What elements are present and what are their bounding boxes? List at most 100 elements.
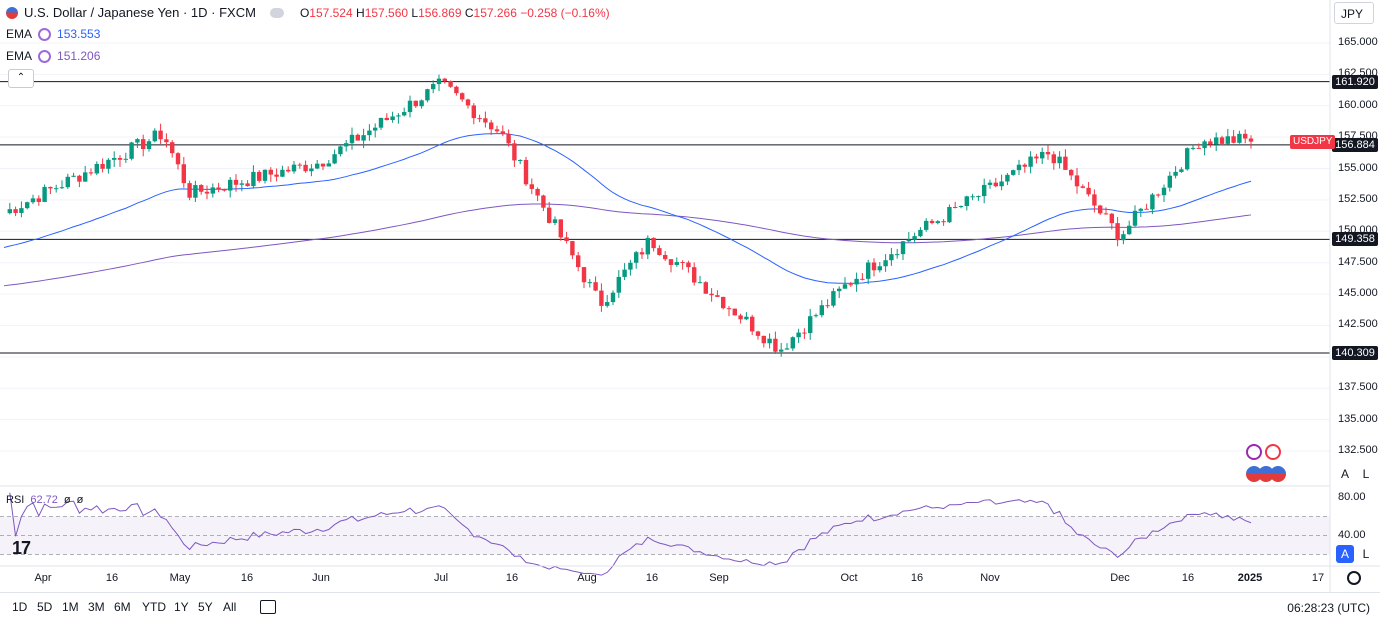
price-tick: 135.000: [1338, 412, 1378, 425]
visibility-icon[interactable]: [269, 7, 284, 18]
range-button-1y[interactable]: 1Y: [174, 600, 189, 614]
candle-body: [854, 278, 859, 285]
candle-body: [680, 262, 685, 264]
candle-body: [964, 196, 969, 207]
candle-body: [784, 348, 790, 350]
candle-body: [239, 183, 244, 185]
gear-icon[interactable]: [1347, 571, 1361, 585]
candle-body: [982, 184, 987, 197]
time-tick: 17: [1311, 572, 1325, 584]
range-button-ytd[interactable]: YTD: [142, 600, 166, 614]
candle-body: [976, 196, 981, 198]
range-button-3m[interactable]: 3M: [88, 600, 105, 614]
range-button-5y[interactable]: 5Y: [198, 600, 213, 614]
bottom-toolbar: [0, 592, 1380, 626]
candle-body: [471, 105, 476, 119]
candle-body: [576, 255, 581, 268]
candle-body: [1069, 169, 1074, 176]
rsi-log-scale-button[interactable]: L: [1362, 547, 1370, 561]
ema-settings-icon[interactable]: [38, 27, 52, 41]
candle-body: [309, 168, 314, 172]
time-tick: 16: [645, 572, 659, 584]
candle-body: [1074, 175, 1080, 187]
candle-body: [373, 127, 378, 131]
candle-body: [1092, 194, 1097, 206]
candle-body: [320, 163, 326, 167]
calendar-icon[interactable]: [260, 600, 276, 614]
chart-canvas[interactable]: [0, 0, 1380, 592]
close-value: 157.266: [473, 5, 517, 20]
price-level-label: 140.309: [1332, 345, 1378, 360]
clock[interactable]: 06:28:23 (UTC): [1287, 601, 1370, 615]
candle-body: [442, 78, 447, 82]
price-tick: 152.500: [1338, 192, 1378, 205]
candle-body: [106, 159, 111, 169]
rsi-legend[interactable]: RSI 62.72 ø ø: [6, 494, 83, 506]
auto-scale-button[interactable]: A: [1340, 467, 1349, 481]
record-icon[interactable]: [1265, 444, 1281, 460]
time-tick: Nov: [980, 572, 1000, 584]
candle-body: [610, 292, 616, 303]
range-button-1d[interactable]: 1D: [12, 600, 28, 614]
lightning-icon[interactable]: [1246, 444, 1262, 460]
candle-body: [65, 176, 70, 188]
candle-body: [837, 288, 842, 292]
candle-body: [523, 159, 529, 185]
candle-body: [535, 188, 540, 196]
ohlc-values: O157.524 H157.560 L156.869 C157.266 −0.2…: [300, 6, 610, 20]
candle-body: [709, 293, 714, 296]
price-levels: [0, 81, 1330, 354]
time-tick: 16: [1181, 572, 1195, 584]
open-label: O: [299, 5, 310, 20]
range-button-6m[interactable]: 6M: [114, 600, 131, 614]
candle-body: [465, 99, 471, 106]
candle-body: [355, 134, 360, 141]
rsi-auto-scale-button[interactable]: A: [1336, 545, 1354, 563]
candle-body: [436, 78, 442, 85]
candle-body: [651, 237, 656, 249]
candle-body: [674, 262, 679, 265]
collapse-legend-button[interactable]: ⌃: [8, 69, 34, 88]
candle-body: [315, 163, 320, 169]
rsi-pane: [0, 492, 1330, 576]
candle-body: [1005, 174, 1010, 182]
candle-body: [419, 100, 424, 107]
candle-body: [1196, 147, 1201, 149]
log-scale-button[interactable]: L: [1362, 467, 1370, 481]
time-tick: May: [169, 572, 191, 584]
candle-body: [715, 295, 720, 297]
price-tick: 160.000: [1338, 98, 1378, 111]
candle-body: [297, 164, 302, 166]
candle-body: [117, 158, 123, 160]
ema-legend-slow[interactable]: EMA 151.206: [6, 49, 100, 63]
candle-body: [506, 134, 511, 144]
symbol-title[interactable]: U.S. Dollar / Japanese Yen · 1D · FXCM: [24, 5, 256, 20]
time-tick: Dec: [1110, 572, 1130, 584]
currency-button[interactable]: JPY: [1334, 2, 1374, 24]
candle-body: [402, 112, 407, 116]
candle-body: [657, 248, 662, 255]
candle-body: [378, 117, 384, 128]
event-flag-icon[interactable]: [1270, 466, 1286, 482]
candle-body: [280, 169, 285, 177]
candle-body: [802, 332, 807, 334]
close-label: C: [464, 5, 474, 20]
candle-body: [999, 181, 1004, 187]
ema-legend-fast[interactable]: EMA 153.553: [6, 27, 100, 41]
candle-body: [431, 84, 436, 90]
candle-body: [460, 93, 465, 100]
range-button-1m[interactable]: 1M: [62, 600, 79, 614]
candle-body: [570, 241, 575, 256]
range-button-5d[interactable]: 5D: [37, 600, 53, 614]
candle-body: [262, 169, 268, 181]
candle-body: [222, 189, 227, 191]
price-tick: 155.000: [1338, 161, 1378, 174]
us-flag-icon: [6, 6, 18, 19]
candle-body: [210, 187, 215, 194]
candle-body: [779, 349, 784, 352]
time-tick: 16: [505, 572, 519, 584]
ema-settings-icon[interactable]: [38, 49, 52, 63]
tradingview-logo[interactable]: 17: [12, 538, 31, 558]
range-button-all[interactable]: All: [223, 600, 237, 614]
candle-body: [628, 262, 633, 270]
